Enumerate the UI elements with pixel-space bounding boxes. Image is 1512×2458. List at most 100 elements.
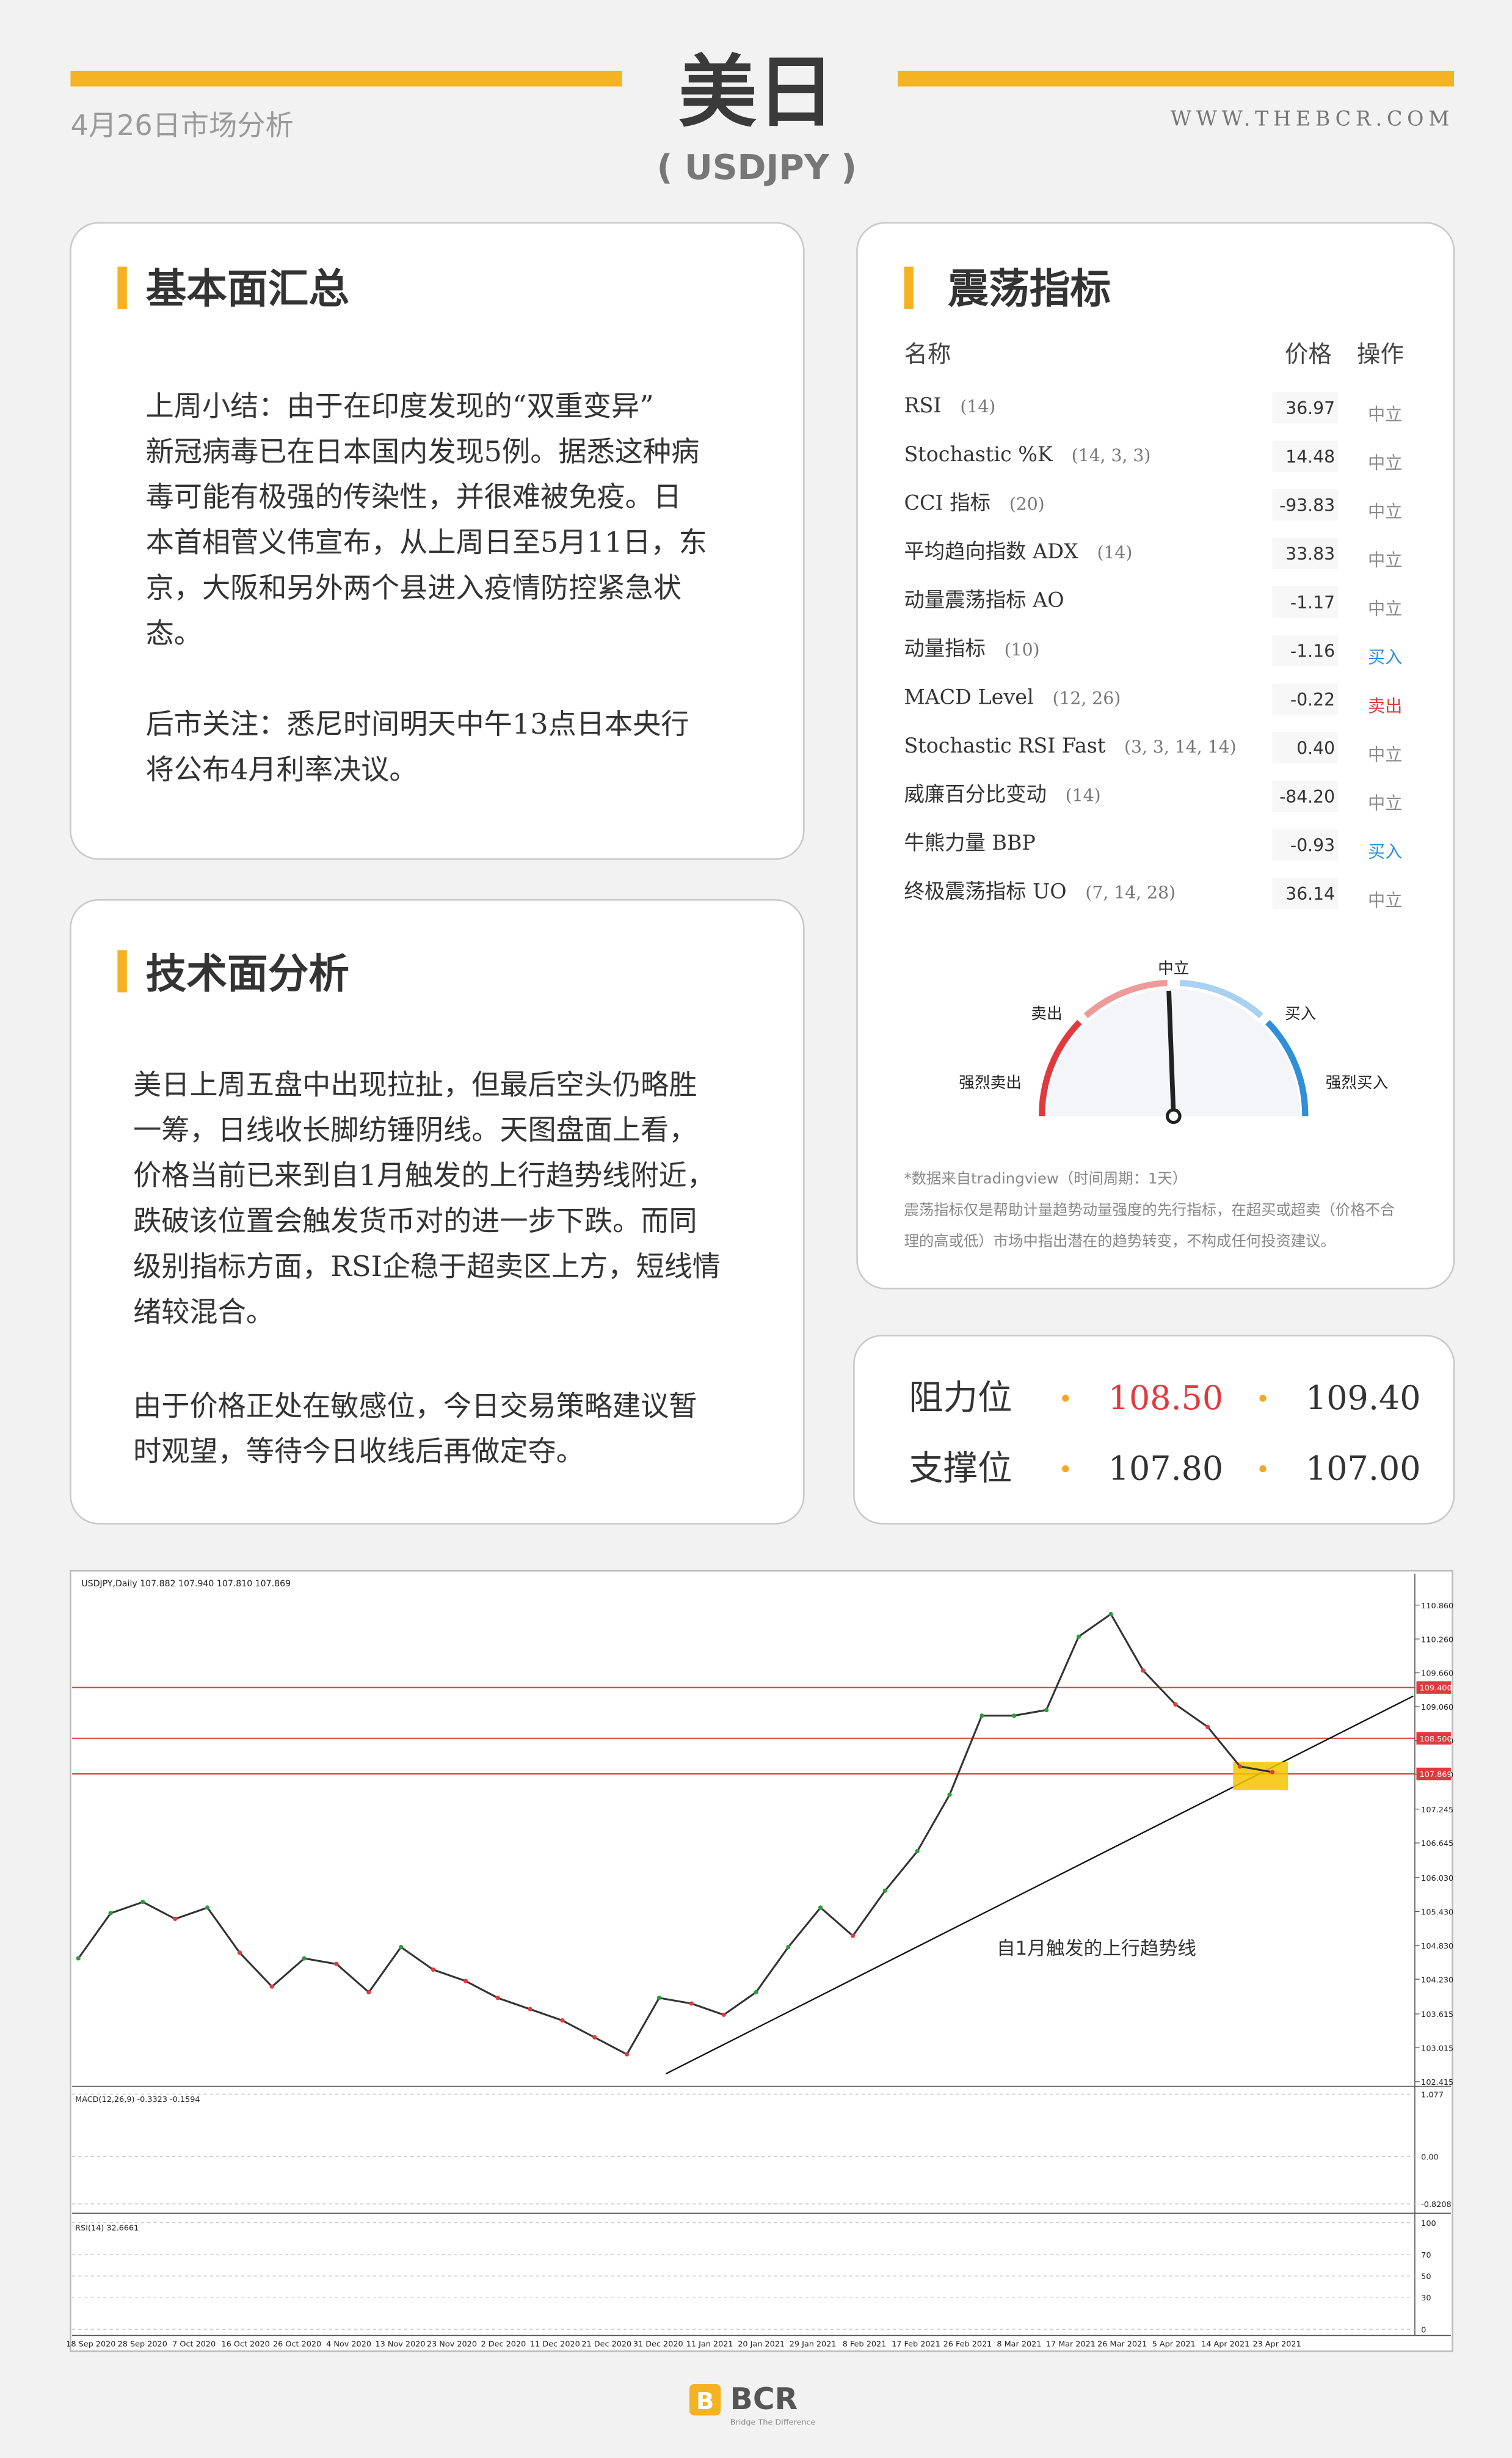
table-header: 名称 — [904, 341, 951, 368]
indicator-params: (14) — [1066, 786, 1101, 806]
x-tick-label: 13 Nov 2020 — [375, 2339, 425, 2349]
table-header: 操作 — [1357, 341, 1404, 368]
level-dot — [1062, 1395, 1069, 1402]
panel-title: 技术面分析 — [146, 950, 350, 997]
indicator-params: (20) — [1009, 494, 1045, 514]
paragraph-line: 由于价格正处在敏感位，今日交易策略建议暂 — [133, 1389, 697, 1422]
indicator-action: 中立 — [1368, 453, 1402, 473]
paragraph-line: 跌破该位置会触发货币对的进一步下跌。而同 — [133, 1205, 697, 1238]
paragraph-line: 将公布4月利率决议。 — [146, 753, 418, 786]
price-point — [173, 1916, 178, 1921]
price-point — [786, 1944, 791, 1950]
price-point — [1012, 1713, 1017, 1718]
x-tick-label: 2 Dec 2020 — [481, 2339, 526, 2349]
indicator-name: 终极震荡指标 UO (7, 14, 28) — [904, 880, 1176, 903]
x-tick-label: 7 Oct 2020 — [172, 2339, 216, 2349]
price-point — [1270, 1770, 1275, 1774]
gauge-face — [1046, 989, 1301, 1117]
indicator-action: 买入 — [1368, 842, 1402, 862]
y-tick-label: 104.230 — [1421, 1975, 1453, 1985]
indicator-name: 动量指标 (10) — [904, 636, 1039, 660]
price-point — [656, 1996, 662, 2000]
x-tick-label: 14 Apr 2021 — [1201, 2339, 1249, 2349]
paragraph-line: 价格当前已来到自1月触发的上行趋势线附近， — [133, 1159, 715, 1192]
indicator-label: 动量震荡指标 AO — [904, 588, 1064, 611]
indicator-label: RSI — [904, 393, 941, 417]
paragraph-line: 级别指标方面，RSI企稳于超卖区上方，短线情 — [133, 1250, 721, 1283]
y-tick-label: 105.430 — [1421, 1908, 1453, 1917]
chart-title: USDJPY,Daily 107.882 107.940 107.810 107… — [81, 1579, 291, 1589]
site: WWW.THEBCR.COM — [1171, 107, 1454, 131]
panel-title: 震荡指标 — [948, 265, 1111, 313]
x-tick-label: 18 Sep 2020 — [66, 2339, 115, 2349]
indicator-params: (14) — [960, 396, 995, 417]
level-dot — [1062, 1465, 1069, 1473]
panel-marker — [904, 266, 914, 309]
x-tick-label: 26 Oct 2020 — [273, 2339, 321, 2349]
level-dot — [1259, 1465, 1267, 1473]
level-value: 108.50 — [1108, 1379, 1224, 1417]
price-line — [78, 1613, 1273, 2056]
indicator-action: 中立 — [1368, 501, 1402, 522]
x-tick-label: 4 Nov 2020 — [326, 2339, 371, 2349]
level-tag — [1416, 1681, 1451, 1694]
price-cell — [1272, 635, 1339, 666]
indicator-action: 买入 — [1368, 647, 1402, 668]
price-cell — [1272, 392, 1339, 424]
gauge-needle — [1166, 990, 1176, 1117]
gauge-label: 买入 — [1285, 1005, 1316, 1023]
x-tick-label: 11 Jan 2021 — [686, 2339, 733, 2349]
price-point — [689, 2001, 694, 2006]
x-tick-label: 11 Dec 2020 — [530, 2339, 580, 2349]
indicator-name: CCI 指标 (20) — [904, 491, 1044, 514]
indicator-label: CCI 指标 — [904, 491, 990, 514]
indicator-action: 中立 — [1368, 745, 1402, 765]
indicator-params: (10) — [1005, 640, 1040, 660]
x-tick-label: 21 Dec 2020 — [581, 2339, 631, 2349]
paragraph-line: 后市关注：悉尼时间明天中午13点日本央行 — [146, 707, 689, 740]
indicator-label: 威廉百分比变动 — [904, 782, 1046, 806]
y-tick-label: 107.245 — [1421, 1806, 1453, 1815]
price-point — [205, 1905, 210, 1910]
gauge-arc — [1083, 980, 1168, 1018]
price-point — [1237, 1764, 1243, 1769]
indicator-price: 0.40 — [1296, 738, 1335, 759]
price-cell — [1272, 489, 1339, 521]
y-tick-label: 110.260 — [1421, 1635, 1453, 1644]
y-tick-label: 30 — [1421, 2294, 1431, 2303]
price-point — [560, 2018, 565, 2023]
price-cell — [1272, 538, 1339, 569]
subtitle: ( USDJPY ) — [657, 148, 857, 188]
price-point — [592, 2035, 597, 2040]
tagline: Bridge The Difference — [730, 2418, 816, 2427]
x-tick-label: 23 Apr 2021 — [1253, 2339, 1301, 2349]
indicator-label: 牛熊力量 BBP — [904, 831, 1035, 855]
paragraph-line: 毒可能有极强的传染性，并很难被免疫。日 — [146, 480, 681, 513]
paragraph-line: 新冠病毒已在日本国内发现5例。据悉这种病 — [146, 435, 700, 468]
note: *数据来自tradingview（时间周期：1天） — [904, 1170, 1187, 1187]
paragraph-line: 美日上周五盘中出现拉扯，但最后空头仍略胜 — [133, 1068, 697, 1101]
level-tag-label: 109.400 — [1420, 1684, 1452, 1693]
indicator-label: Stochastic RSI Fast — [904, 734, 1105, 757]
header-bar — [898, 70, 1455, 87]
header-bar — [70, 70, 622, 87]
y-tick-label: 0.00 — [1421, 2153, 1439, 2162]
price-point — [1044, 1707, 1049, 1713]
panel-marker — [117, 266, 127, 309]
panel-label: MACD(12,26,9) -0.3323 -0.1594 — [75, 2095, 200, 2104]
x-tick-label: 17 Mar 2021 — [1046, 2339, 1096, 2349]
y-tick-label: 103.615 — [1421, 2010, 1453, 2019]
x-tick-label: 23 Nov 2020 — [427, 2339, 477, 2349]
x-tick-label: 8 Mar 2021 — [997, 2339, 1041, 2349]
indicator-label: 终极震荡指标 UO — [904, 880, 1066, 903]
price-point — [882, 1888, 887, 1893]
gauge-label: 强烈买入 — [1326, 1074, 1389, 1092]
price-point — [76, 1956, 81, 1961]
indicator-action: 中立 — [1368, 890, 1402, 910]
indicator-name: Stochastic RSI Fast (3, 3, 14, 14) — [904, 734, 1236, 757]
x-tick-label: 26 Mar 2021 — [1097, 2339, 1147, 2349]
trendline — [665, 1695, 1414, 2074]
panel — [853, 1335, 1455, 1525]
